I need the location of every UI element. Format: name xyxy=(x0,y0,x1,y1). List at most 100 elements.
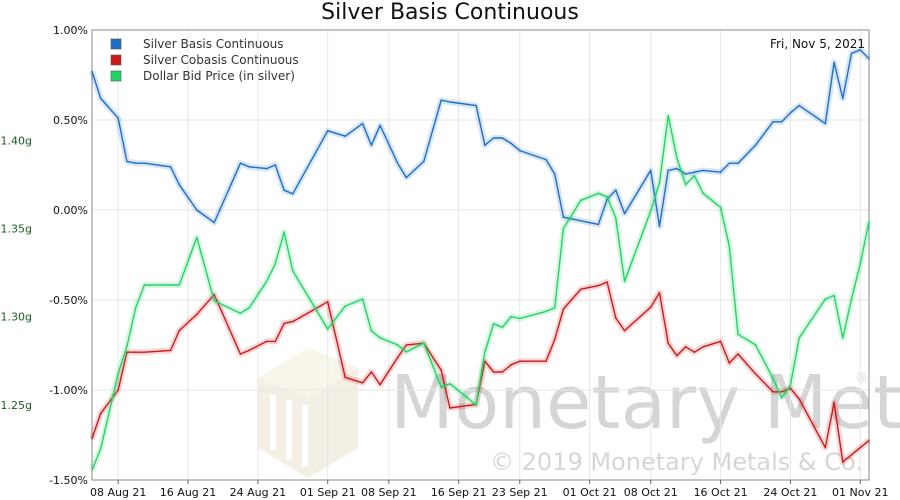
series-point xyxy=(615,317,617,319)
series-layer xyxy=(89,46,872,472)
series-point xyxy=(737,353,739,355)
series-point xyxy=(501,326,504,329)
series-point xyxy=(213,300,215,302)
series-point xyxy=(780,397,783,399)
watermark-registered: ® xyxy=(855,371,868,386)
x-axis: 08 Aug 21 16 Aug 21 24 Aug 21 01 Sep 21 08 S… xyxy=(90,480,889,499)
series-point xyxy=(484,144,486,146)
series-point xyxy=(265,340,268,343)
series-point xyxy=(361,382,364,384)
series-point xyxy=(719,340,722,343)
series-point xyxy=(126,160,128,163)
series-point xyxy=(239,162,242,164)
series-point xyxy=(649,306,652,309)
series-point xyxy=(780,121,783,123)
series-point xyxy=(615,189,617,191)
series-point xyxy=(423,342,425,344)
series-point xyxy=(597,192,600,195)
series-point xyxy=(649,210,652,212)
series-point xyxy=(772,377,774,380)
series-point xyxy=(754,144,757,146)
x-tick-label: 01 Nov 21 xyxy=(832,486,888,499)
series-point xyxy=(833,401,835,404)
series-point xyxy=(475,404,477,406)
series-point xyxy=(676,167,678,170)
legend-swatch xyxy=(110,54,122,66)
series-point xyxy=(789,112,792,114)
series-point xyxy=(754,373,757,375)
series-point xyxy=(484,360,486,363)
series-point xyxy=(370,330,373,332)
series-point xyxy=(545,158,547,161)
x-tick-label: 08 Sep 21 xyxy=(361,486,417,499)
series-point xyxy=(623,329,626,332)
series-point xyxy=(475,104,477,107)
y-left-tick-label: -0.50% xyxy=(49,294,88,307)
series-point xyxy=(283,189,285,191)
series-point xyxy=(423,160,425,163)
series-point xyxy=(91,437,93,440)
series-point xyxy=(580,199,582,202)
series-point xyxy=(684,183,687,186)
series-point xyxy=(562,227,565,230)
series-point xyxy=(649,169,652,172)
series-point xyxy=(798,337,800,339)
series-point xyxy=(850,454,853,456)
watermark-copyright: © 2019 Monetary Metals & Co. xyxy=(490,448,863,476)
series-point xyxy=(274,340,277,343)
series-point xyxy=(196,236,198,239)
series-point xyxy=(248,349,250,352)
y-right-tick-label: 1.25g xyxy=(1,399,32,412)
grid xyxy=(92,29,869,481)
series-point xyxy=(562,308,565,310)
series-point xyxy=(248,307,250,309)
series-point xyxy=(702,346,704,348)
left-axis: 1.00% 0.50% 0.00% -0.50% -1.00% -1.50% xyxy=(49,24,88,487)
series-point xyxy=(519,149,521,152)
series-point xyxy=(213,221,215,224)
series-point xyxy=(780,391,783,393)
legend-label: Silver Basis Continuous xyxy=(143,37,284,51)
x-tick-label: 23 Sep 21 xyxy=(492,486,548,499)
series-point xyxy=(326,301,329,303)
x-tick-label: 08 Oct 21 xyxy=(624,486,678,499)
series-point xyxy=(658,181,661,184)
series-point xyxy=(379,337,381,339)
series-point xyxy=(850,298,853,300)
x-tick-label: 08 Aug 21 xyxy=(90,486,146,499)
legend-swatch xyxy=(110,38,122,50)
x-tick-label: 16 Sep 21 xyxy=(431,486,487,499)
chart-title: Silver Basis Continuous xyxy=(321,0,579,25)
series-point xyxy=(519,360,521,363)
series-point xyxy=(370,371,373,373)
x-tick-label: 16 Aug 21 xyxy=(160,486,216,499)
series-point xyxy=(484,351,486,353)
series-point xyxy=(676,157,678,159)
series-point xyxy=(737,333,739,336)
series-point xyxy=(99,448,102,450)
series-point xyxy=(248,166,250,168)
series-point xyxy=(326,328,329,330)
series-point xyxy=(824,446,827,449)
series-point xyxy=(719,171,722,173)
series-point xyxy=(274,164,277,166)
series-point xyxy=(283,322,285,325)
series-point xyxy=(91,469,93,471)
series-point xyxy=(667,342,669,345)
series-point xyxy=(693,174,696,177)
y-left-tick-label: -1.00% xyxy=(49,384,88,397)
series-point xyxy=(842,337,844,339)
series-point xyxy=(824,122,827,125)
series-point xyxy=(702,192,704,195)
series-point xyxy=(667,114,669,117)
series-point xyxy=(239,353,242,355)
series-point xyxy=(798,398,800,400)
series-point xyxy=(658,292,661,294)
series-point xyxy=(396,356,399,359)
series-point xyxy=(597,284,600,287)
series-point xyxy=(868,439,870,442)
series-point xyxy=(344,305,347,307)
